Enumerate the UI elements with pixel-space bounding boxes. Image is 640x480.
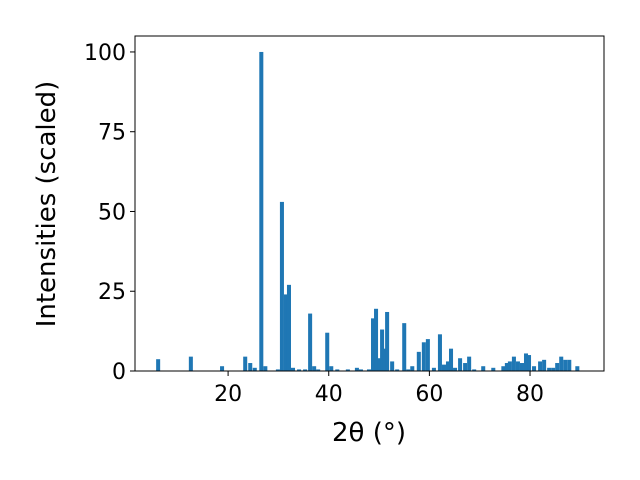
y-tick-label: 50 (98, 200, 126, 225)
bar (567, 359, 572, 371)
bar (275, 369, 280, 371)
bar (286, 284, 291, 371)
bar (263, 366, 268, 371)
bar (316, 369, 321, 371)
bar (252, 367, 257, 371)
bar (441, 364, 446, 371)
bar (511, 356, 516, 371)
bar (335, 369, 340, 371)
bar (354, 367, 359, 371)
bar (575, 366, 580, 371)
y-tick-label: 75 (98, 121, 126, 146)
bar (243, 356, 248, 371)
bar (345, 369, 350, 371)
bar (547, 367, 552, 371)
bar (523, 353, 529, 371)
bar (463, 363, 468, 371)
bar (445, 361, 451, 371)
bar (458, 358, 463, 371)
bar (538, 361, 543, 371)
bar (402, 323, 407, 371)
bar (374, 308, 379, 371)
bar (406, 369, 411, 371)
bar (290, 367, 296, 371)
bar (416, 351, 421, 371)
bar (156, 359, 161, 371)
bar (329, 366, 334, 371)
bar (472, 369, 477, 371)
bar (371, 318, 376, 371)
bar (515, 361, 520, 371)
bar (279, 201, 284, 371)
bar (481, 366, 486, 371)
bar (555, 363, 560, 371)
x-axis-label: 2θ (°) (332, 418, 406, 448)
bar (453, 367, 458, 371)
bar (467, 356, 472, 371)
x-tick-label: 20 (214, 382, 242, 407)
bar (248, 363, 253, 371)
bar (551, 367, 556, 371)
bar (527, 355, 532, 371)
bar (283, 294, 288, 371)
bar (431, 367, 436, 371)
bar (308, 313, 313, 371)
bar (563, 359, 568, 371)
bar (491, 367, 496, 371)
x-tick-label: 80 (516, 382, 544, 407)
bar (519, 363, 524, 371)
bar (358, 369, 363, 371)
bar (395, 369, 400, 371)
bar (366, 369, 372, 371)
bar (507, 361, 512, 371)
bar (542, 359, 547, 371)
bar (501, 366, 506, 371)
bar (259, 51, 264, 371)
plot-frame (134, 35, 605, 372)
bar (325, 332, 330, 371)
bar (437, 334, 442, 371)
y-axis-label: Intensities (scaled) (32, 81, 62, 328)
bar (390, 361, 395, 371)
bar (532, 366, 537, 371)
bar (559, 356, 564, 371)
bar (385, 311, 390, 371)
bar (312, 366, 317, 371)
bar (377, 358, 382, 371)
bar (382, 348, 387, 371)
x-tick-label: 60 (415, 382, 443, 407)
x-tick-label: 40 (315, 382, 343, 407)
bar (410, 366, 415, 371)
bar (449, 348, 454, 371)
bar (220, 366, 225, 371)
y-tick-label: 25 (98, 280, 126, 305)
bar (504, 363, 509, 371)
bar (425, 339, 430, 371)
bar (303, 369, 308, 371)
bar (421, 342, 426, 371)
y-tick-label: 0 (112, 360, 126, 385)
bar (188, 356, 193, 371)
y-tick-label: 100 (84, 41, 126, 66)
bar (297, 369, 302, 371)
